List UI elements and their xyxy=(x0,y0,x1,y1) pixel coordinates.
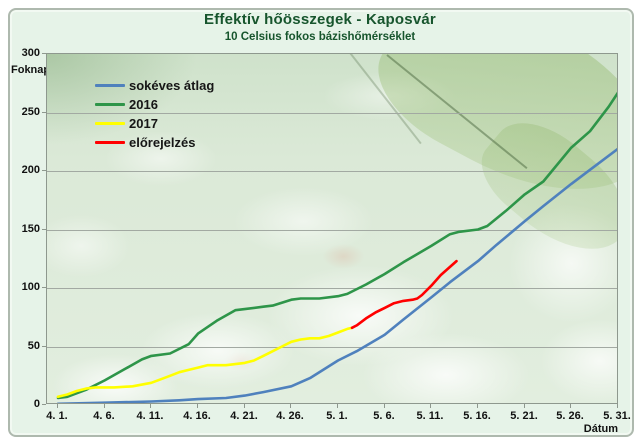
chart-subtitle: 10 Celsius fokos bázishőmérséklet xyxy=(224,31,416,43)
y-tick-mark-200 xyxy=(42,170,46,171)
legend-swatch-3 xyxy=(95,122,125,125)
y-tick-label-50: 50 xyxy=(27,340,40,352)
x-tick-label-12: 5. 26. xyxy=(556,410,584,422)
x-tick-label-7: 5. 1. xyxy=(326,410,348,422)
x-tick-mark-11 xyxy=(524,404,525,408)
y-tick-label-300: 300 xyxy=(21,47,40,59)
x-tick-label-9: 5. 11. xyxy=(416,410,444,422)
x-axis-title: Dátum xyxy=(583,423,618,435)
x-tick-label-5: 4. 21. xyxy=(230,410,258,422)
y-axis-title: Foknap xyxy=(11,64,51,76)
legend: sokéves átlag 2016 2017 előrejelzés xyxy=(95,76,214,152)
x-tick-mark-3 xyxy=(150,404,151,408)
x-tick-mark-12 xyxy=(570,404,571,408)
x-tick-mark-9 xyxy=(430,404,431,408)
legend-label-3: 2017 xyxy=(129,116,158,131)
legend-item-1: sokéves átlag xyxy=(95,76,214,95)
x-tick-label-13: 5. 31. xyxy=(603,410,631,422)
series-line-2017 xyxy=(56,326,354,399)
x-tick-mark-10 xyxy=(477,404,478,408)
y-tick-label-200: 200 xyxy=(21,164,40,176)
x-tick-label-10: 5. 16. xyxy=(463,410,491,422)
legend-swatch-1 xyxy=(95,84,125,87)
legend-label-2: 2016 xyxy=(129,97,158,112)
y-tick-mark-150 xyxy=(42,229,46,230)
legend-label-1: sokéves átlag xyxy=(129,78,215,93)
y-tick-mark-300 xyxy=(42,53,46,54)
x-tick-label-8: 5. 6. xyxy=(373,410,395,422)
y-tick-mark-250 xyxy=(42,112,46,113)
gridline-200 xyxy=(47,171,617,172)
legend-label-4: előrejelzés xyxy=(129,135,196,150)
x-tick-label-2: 4. 6. xyxy=(93,410,115,422)
legend-item-4: előrejelzés xyxy=(95,133,214,152)
series-line-sokéves-átlag xyxy=(56,147,617,403)
y-tick-mark-50 xyxy=(42,346,46,347)
gridline-250 xyxy=(47,113,617,114)
x-tick-mark-2 xyxy=(104,404,105,408)
legend-item-2: 2016 xyxy=(95,95,214,114)
y-tick-label-0: 0 xyxy=(33,398,40,410)
series-line-előrejelzés xyxy=(350,259,458,330)
legend-swatch-4 xyxy=(95,141,125,144)
y-tick-mark-100 xyxy=(42,287,46,288)
y-tick-label-150: 150 xyxy=(21,223,40,235)
x-tick-label-3: 4. 11. xyxy=(136,410,164,422)
x-tick-mark-6 xyxy=(290,404,291,408)
gridline-100 xyxy=(47,288,617,289)
legend-item-3: 2017 xyxy=(95,114,214,133)
plot-area: sokéves átlag 2016 2017 előrejelzés xyxy=(46,53,618,404)
y-tick-label-250: 250 xyxy=(21,106,40,118)
chart-title: Effektív hőösszegek - Kaposvár xyxy=(204,11,436,28)
data-series-layer xyxy=(56,91,617,403)
y-tick-mark-0 xyxy=(42,404,46,405)
legend-swatch-2 xyxy=(95,103,125,106)
x-tick-mark-4 xyxy=(197,404,198,408)
x-tick-label-1: 4. 1. xyxy=(46,410,68,422)
x-tick-label-6: 4. 26. xyxy=(276,410,304,422)
x-tick-label-4: 4. 16. xyxy=(183,410,211,422)
y-tick-label-100: 100 xyxy=(21,281,40,293)
series-line-2016 xyxy=(56,91,617,400)
x-tick-mark-5 xyxy=(244,404,245,408)
gridline-150 xyxy=(47,230,617,231)
x-tick-label-11: 5. 21. xyxy=(510,410,538,422)
x-tick-mark-8 xyxy=(384,404,385,408)
x-tick-mark-1 xyxy=(57,404,58,408)
x-tick-mark-7 xyxy=(337,404,338,408)
gridline-50 xyxy=(47,347,617,348)
x-tick-mark-13 xyxy=(617,404,618,408)
